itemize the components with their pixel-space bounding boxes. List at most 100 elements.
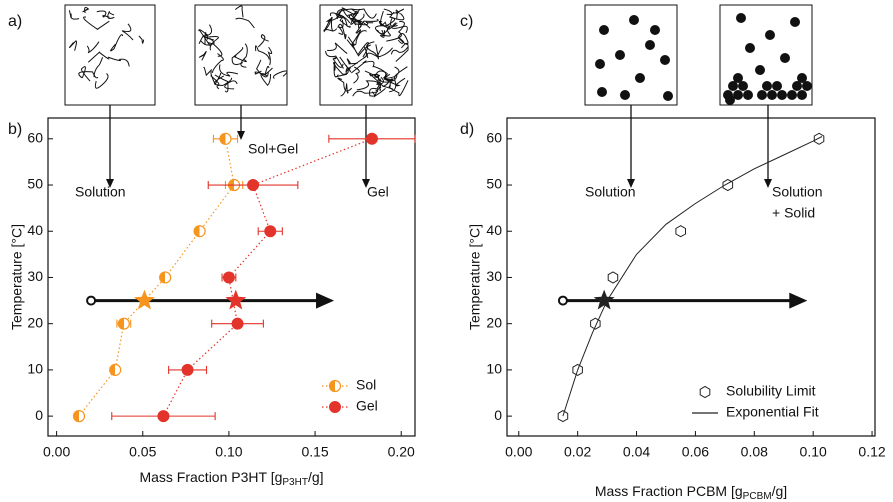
polymer-chain xyxy=(267,46,273,66)
polymer-chain xyxy=(328,16,338,32)
polymer-chain xyxy=(329,12,345,19)
precipitate-particle xyxy=(772,81,782,91)
dissolved-particle xyxy=(620,90,630,100)
x-tick-label: 0.10 xyxy=(215,444,242,460)
filled-marker xyxy=(181,363,194,376)
polymer-chain xyxy=(254,70,268,77)
polymer-chain xyxy=(352,10,365,23)
polymer-chain xyxy=(350,60,375,74)
polymer-chain xyxy=(260,73,272,87)
panel-label: d) xyxy=(460,121,474,138)
precipitate-particle xyxy=(743,90,753,100)
precipitate-particle xyxy=(733,90,743,100)
x-tick-label: 0.20 xyxy=(388,444,415,460)
filled-marker xyxy=(247,179,260,192)
legend-label: Exponential Fit xyxy=(726,404,819,420)
polymer-chain xyxy=(338,19,344,35)
polymer-chain xyxy=(224,80,238,90)
y-tick-label: 0 xyxy=(494,407,502,423)
polymer-chain xyxy=(351,8,377,19)
polymer-chain xyxy=(332,56,344,68)
x-tick-label: 0.00 xyxy=(43,444,70,460)
polymer-chain xyxy=(386,21,405,42)
half-filled-marker xyxy=(117,317,130,330)
y-tick-label: 40 xyxy=(27,222,43,238)
polymer-chain xyxy=(219,64,239,77)
pointer-arrow-head xyxy=(237,131,245,140)
polymer-chain xyxy=(107,56,130,67)
precipitate-particle xyxy=(767,90,777,100)
polymer-chain xyxy=(373,65,396,81)
polymer-chain xyxy=(272,70,288,79)
y-tick-label: 50 xyxy=(486,176,502,192)
polymer-chain xyxy=(107,10,115,19)
annotation: Solution xyxy=(75,184,126,200)
legend-label: Solubility Limit xyxy=(726,383,816,399)
polymer-chain xyxy=(395,42,409,62)
polymer-chain xyxy=(325,50,344,69)
half-filled-marker xyxy=(109,363,122,377)
polymer-chain xyxy=(94,73,109,89)
polymer-chain xyxy=(340,83,349,97)
precipitate-particle xyxy=(725,95,735,105)
polymer-chain xyxy=(87,51,110,63)
precipitate-particle xyxy=(728,81,738,91)
pointer-arrow-head xyxy=(627,179,635,188)
polymer-chain xyxy=(382,78,394,90)
polymer-chain xyxy=(198,34,215,45)
x-axis-label-main: Mass Fraction PCBM [g xyxy=(595,483,743,499)
dissolved-particle xyxy=(736,13,746,23)
polymer-chain xyxy=(80,66,91,82)
polymer-chain xyxy=(96,10,110,18)
x-axis-label-end: /g] xyxy=(308,469,324,485)
polymer-chain xyxy=(264,65,273,76)
y-tick-label: 50 xyxy=(27,176,43,192)
hexagon-marker xyxy=(675,225,686,238)
x-tick-label: 0.00 xyxy=(505,444,532,460)
polymer-chain xyxy=(377,46,394,58)
precipitate-particle xyxy=(762,81,772,91)
polymer-chain xyxy=(86,41,100,54)
x-axis-label-sub: P3HT xyxy=(282,477,308,488)
polymer-chain xyxy=(82,6,90,14)
pointer-arrow-head xyxy=(362,179,370,188)
dissolved-particle xyxy=(745,43,755,53)
dissolved-particle xyxy=(650,25,660,35)
half-filled-marker xyxy=(72,410,86,423)
panel-label: b) xyxy=(8,121,22,138)
polymer-chain xyxy=(336,7,357,17)
connecting-line xyxy=(78,138,235,417)
polymer-chain xyxy=(327,42,348,54)
filled-marker xyxy=(329,401,341,413)
polymer-chain xyxy=(395,9,400,19)
polymer-chain xyxy=(351,46,368,68)
polymer-chain xyxy=(353,66,360,84)
x-tick-label: 0.02 xyxy=(564,444,591,460)
polymer-chain xyxy=(342,9,357,26)
x-axis-label-sub: PCBM xyxy=(743,491,772,502)
polymer-chain xyxy=(233,55,247,63)
schematic-label: a) xyxy=(8,13,22,30)
annotation: Sol+Gel xyxy=(248,141,298,157)
precipitate-particle xyxy=(777,90,787,100)
polymer-chain xyxy=(338,8,359,18)
precipitate-particle xyxy=(802,81,812,91)
polymer-chain xyxy=(198,50,207,61)
polymer-chain xyxy=(211,53,224,73)
pointer-arrow-head xyxy=(764,179,772,188)
half-filled-marker xyxy=(193,225,206,238)
x-tick-label: 0.05 xyxy=(129,444,156,460)
polymer-chain xyxy=(383,8,405,21)
dissolved-particle xyxy=(765,30,775,40)
polymer-chain xyxy=(337,77,353,92)
dissolved-particle xyxy=(629,15,639,25)
y-axis-label: Temperature [°C] xyxy=(9,224,25,330)
precipitate-particle xyxy=(797,73,807,83)
precipitate-particle xyxy=(797,90,807,100)
polymer-chain xyxy=(379,78,393,92)
arrow-head xyxy=(789,292,808,309)
y-tick-label: 20 xyxy=(27,314,43,330)
annotation: Solution xyxy=(772,184,823,200)
plot-frame xyxy=(506,117,876,437)
polymer-chain xyxy=(214,74,229,93)
